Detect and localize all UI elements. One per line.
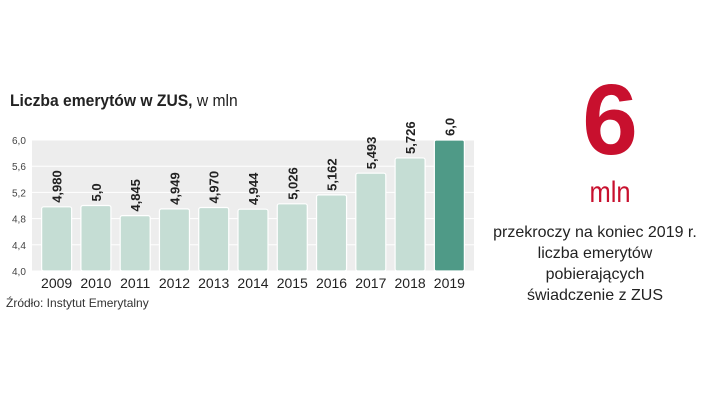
bar-value-label: 5,726: [403, 121, 418, 154]
callout-unit: mln: [589, 176, 631, 209]
callout-line: pobierających: [545, 266, 645, 283]
x-tick-label: 2012: [159, 275, 190, 291]
chart-title-bold: Liczba emerytów w ZUS,: [10, 91, 193, 110]
bar-value-label: 5,162: [325, 158, 340, 191]
x-tick-label: 2019: [434, 275, 465, 291]
bar: [355, 172, 387, 272]
bar-value-label: 4,944: [246, 172, 261, 205]
bar-value-label: 5,026: [285, 167, 300, 200]
x-tick-label: 2016: [316, 275, 347, 291]
bar: [237, 208, 269, 272]
x-tick-label: 2015: [277, 275, 308, 291]
bar-value-label: 5,493: [364, 137, 379, 170]
bar: [198, 206, 230, 272]
callout-text: przekroczy na koniec 2019 r. liczba emer…: [480, 222, 710, 306]
x-tick-label: 2013: [198, 275, 229, 291]
x-tick-label: 2011: [120, 275, 150, 291]
bar-value-label: 4,980: [50, 170, 65, 203]
bar: [394, 157, 426, 272]
bar-value-label: 4,845: [128, 179, 143, 212]
y-tick-label: 4,4: [12, 241, 26, 252]
x-tick-label: 2017: [355, 275, 386, 291]
y-tick-label: 6,0: [12, 136, 26, 147]
callout-line: liczba emerytów: [537, 245, 653, 262]
chart-title-unit: w mln: [192, 91, 238, 110]
x-tick-label: 2014: [237, 275, 268, 291]
callout-line: świadczenie z ZUS: [526, 287, 664, 304]
callout-number: 6: [582, 64, 638, 176]
callout-line: przekroczy na koniec 2019 r.: [493, 224, 697, 241]
y-tick-label: 4,8: [12, 215, 26, 226]
bar: [80, 204, 112, 272]
y-tick-label: 5,6: [12, 162, 26, 173]
bar: [41, 206, 73, 272]
bar: [315, 194, 348, 272]
bar-value-label: 5,0: [89, 183, 104, 201]
bar-value-label: 6,0: [442, 118, 457, 136]
bar: [119, 215, 151, 272]
bar: [433, 139, 465, 272]
y-tick-label: 5,2: [12, 188, 26, 199]
bar-value-label: 4,970: [207, 171, 222, 204]
x-tick-label: 2018: [395, 275, 426, 291]
chart-title: Liczba emerytów w ZUS, w mln: [10, 91, 238, 111]
y-tick-label: 4,0: [12, 267, 26, 278]
bar: [158, 208, 191, 272]
bar: [276, 203, 308, 272]
bar-chart: 4,0 4,4 4,8 5,2 5,6 6,0 4,980 2009 5,0 2010 4,845 2…: [12, 118, 474, 291]
bar-value-label: 4,949: [167, 172, 182, 205]
x-tick-label: 2010: [80, 275, 111, 291]
source-note: Źródło: Instytut Emerytalny: [6, 296, 149, 310]
x-tick-label: 2009: [41, 275, 72, 291]
